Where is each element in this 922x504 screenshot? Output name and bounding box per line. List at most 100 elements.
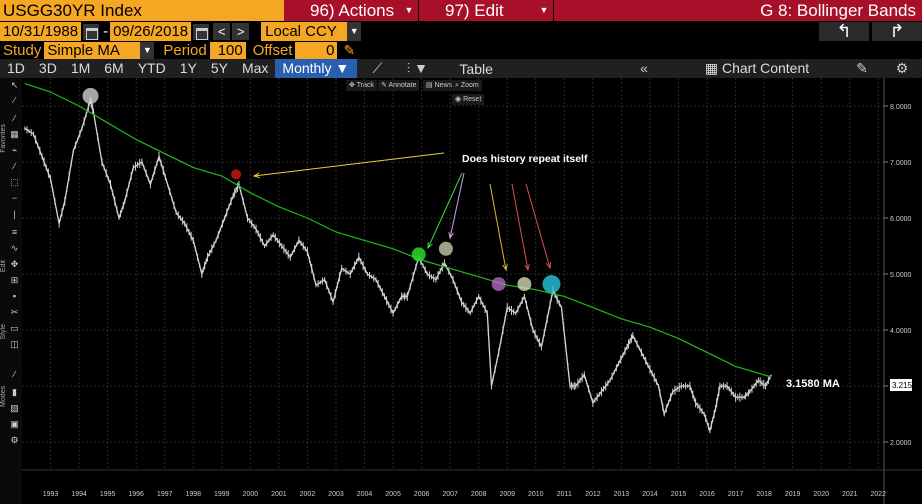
currency-select[interactable]: Local CCY: [261, 22, 348, 41]
next-period-button[interactable]: >: [232, 23, 250, 40]
track-button[interactable]: ✥ Track: [346, 80, 377, 91]
range-1m[interactable]: 1M: [70, 60, 91, 76]
gear-icon[interactable]: ⚙: [10, 435, 19, 445]
chevron-down-icon[interactable]: ▼: [140, 41, 155, 59]
tool-icon[interactable]: ∕: [13, 113, 16, 123]
y-tick-label: 2.0000: [890, 440, 912, 447]
annotation-arrow: [427, 172, 463, 249]
undo-icon[interactable]: ↰: [819, 22, 869, 41]
x-tick-label: 2022: [871, 491, 887, 498]
calendar-icon[interactable]: [193, 23, 210, 40]
pen-icon[interactable]: ∕: [13, 95, 16, 105]
last-price-label: 3.2157: [892, 381, 917, 390]
tool-icon[interactable]: ▦: [10, 129, 19, 139]
tool-icon[interactable]: ▪: [12, 291, 17, 301]
calendar-icon[interactable]: [83, 23, 100, 40]
tool-icon[interactable]: ≡: [11, 227, 18, 237]
x-tick-label: 2011: [557, 491, 572, 498]
chart-content-button[interactable]: ▦ Chart Content: [672, 60, 842, 77]
chevron-down-icon[interactable]: ▼: [347, 22, 362, 41]
study-select[interactable]: Simple MA: [44, 41, 141, 59]
edit-chart-icon[interactable]: ✎: [856, 60, 868, 76]
reset-button[interactable]: ◉ Reset: [452, 94, 485, 105]
tool-icon[interactable]: ∕: [13, 161, 16, 171]
chart-toolbar: 1D 3D 1M 6M YTD 1Y 5Y Max Monthly ▼ ⟋ ⫶ …: [0, 59, 922, 78]
prev-period-button[interactable]: <: [213, 23, 231, 40]
moving-average-series: [24, 83, 772, 378]
frequency-label: Monthly: [282, 60, 332, 76]
range-6m[interactable]: 6M: [104, 60, 124, 76]
range-ytd[interactable]: YTD: [137, 60, 166, 76]
x-tick-label: 1994: [71, 491, 87, 498]
y-tick-label: 5.0000: [890, 272, 912, 279]
end-date-input[interactable]: 09/26/2018: [110, 22, 192, 41]
range-5y[interactable]: 5Y: [210, 60, 228, 76]
annotation-arrowhead: [427, 241, 433, 250]
tool-icon[interactable]: ⬚: [10, 177, 19, 187]
x-tick-label: 2004: [357, 491, 373, 498]
cursor-icon[interactable]: ↖: [10, 80, 19, 90]
price-chart[interactable]: 8.00007.00006.00005.00004.00003.00002.00…: [22, 78, 922, 504]
x-tick-label: 2015: [671, 491, 687, 498]
x-tick-label: 2017: [728, 491, 744, 498]
actions-button[interactable]: 96) Actions ▼: [284, 0, 418, 21]
tool-icon[interactable]: ▣: [10, 419, 19, 429]
x-axis: 1993 1994 1995 1996 1997 1998 1999 2000 2001 2002…: [22, 469, 922, 498]
offset-input[interactable]: 0: [295, 41, 338, 59]
tool-icon[interactable]: |: [13, 209, 16, 219]
pencil-icon[interactable]: ✎: [343, 41, 356, 58]
x-tick-label: 2000: [243, 491, 259, 498]
x-tick-label: 2001: [271, 491, 287, 498]
ma-line: [24, 83, 772, 378]
table-button[interactable]: Table: [459, 60, 493, 77]
y-tick-label: 6.0000: [890, 216, 912, 223]
header-bar: USGG30YR Index 96) Actions ▼ 97) Edit ▼ …: [0, 0, 922, 21]
chart-labels: 3.2157 3.1580 MA: [786, 378, 917, 391]
tool-icon[interactable]: ▧: [10, 403, 19, 413]
x-tick-label: 2021: [842, 491, 858, 498]
range-1d[interactable]: 1D: [7, 60, 25, 76]
reset-label: Reset: [463, 96, 482, 103]
zoom-label: Zoom: [460, 82, 479, 89]
move-icon[interactable]: ✥: [10, 259, 19, 269]
annotation-arrowhead: [545, 261, 552, 270]
collapse-icon[interactable]: «: [640, 60, 648, 76]
chart-icon: ▦: [704, 60, 719, 76]
tool-icon[interactable]: ◫: [10, 339, 19, 349]
edit-label: 97) Edit: [445, 1, 504, 20]
x-tick-label: 1993: [43, 491, 59, 498]
gear-icon[interactable]: ⚙: [895, 60, 909, 76]
range-3d[interactable]: 3D: [38, 60, 57, 76]
x-tick-label: 1996: [128, 491, 144, 498]
annotate-button[interactable]: ✎ Annotate: [378, 80, 420, 91]
zoom-button[interactable]: ⌕ Zoom: [452, 80, 482, 91]
bar-chart-icon[interactable]: ⫶ ▼: [406, 60, 429, 76]
start-date-input[interactable]: 10/31/1988: [0, 22, 82, 41]
range-max[interactable]: Max: [241, 60, 269, 76]
frequency-select[interactable]: Monthly ▼: [275, 59, 358, 78]
tool-icon[interactable]: ▮: [12, 387, 17, 397]
tool-icon[interactable]: ⊞: [10, 275, 19, 285]
tool-icon[interactable]: ⌁: [11, 145, 18, 155]
tool-icon[interactable]: ∕: [13, 369, 16, 379]
tool-icon[interactable]: ▭: [10, 323, 19, 333]
ma-value-label: 3.1580 MA: [786, 378, 840, 390]
ticker-field[interactable]: USGG30YR Index: [0, 0, 284, 21]
x-tick-label: 2012: [585, 491, 601, 498]
line-chart-icon[interactable]: ⟋: [372, 60, 383, 76]
tool-icon[interactable]: −: [11, 193, 18, 203]
news-button[interactable]: ▤ News: [423, 80, 456, 91]
tool-icon[interactable]: ✂: [10, 307, 19, 317]
offset-label: Offset: [252, 41, 293, 59]
chart-content-label: Chart Content: [721, 60, 810, 76]
x-tick-label: 2018: [756, 491, 772, 498]
redo-icon[interactable]: ↱: [872, 22, 922, 41]
tool-icon[interactable]: ∿: [10, 243, 19, 253]
range-1y[interactable]: 1Y: [179, 60, 197, 76]
period-input[interactable]: 100: [209, 41, 246, 59]
annotation-circle: [542, 275, 561, 294]
tool-sidebar: ↖ ∕ Favorites ∕ ▦ ⌁ ∕ ⬚ − | ≡ ∿ Edit ✥ ⊞…: [0, 78, 22, 504]
annotation-circle: [411, 247, 426, 262]
edit-button[interactable]: 97) Edit ▼: [419, 0, 553, 21]
y-tick-label: 8.0000: [890, 104, 912, 111]
